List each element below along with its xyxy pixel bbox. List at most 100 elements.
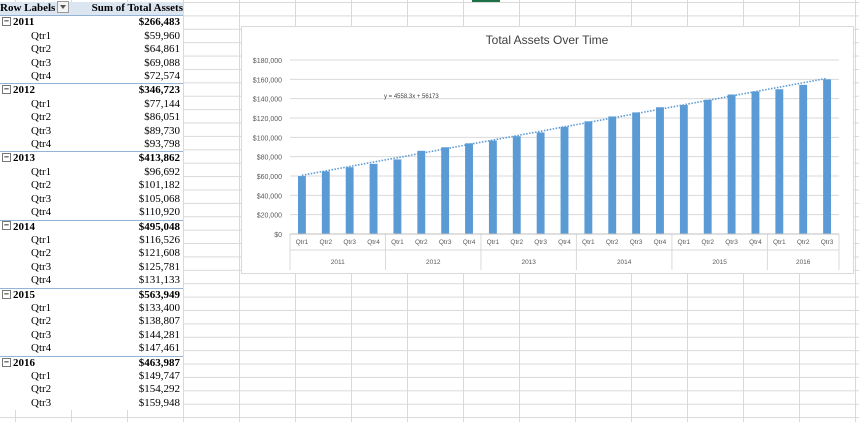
row-value[interactable]: $77,144 (144, 97, 180, 110)
y-tick-label: $20,000 (257, 213, 282, 220)
pivot-quarter-row[interactable]: Qtr4 $147,461 (0, 342, 183, 356)
row-label[interactable]: Qtr3 (0, 329, 92, 342)
row-value[interactable]: $138,807 (138, 315, 180, 328)
sum-header[interactable]: Sum of Total Assets (91, 2, 183, 17)
row-label[interactable]: Qtr4 (0, 138, 92, 152)
row-label[interactable]: Qtr2 (0, 43, 92, 56)
row-label[interactable]: Qtr1 (0, 166, 92, 179)
row-label[interactable]: −2016 (0, 355, 92, 370)
row-label[interactable]: Qtr3 (0, 193, 92, 206)
row-label[interactable]: Qtr1 (0, 234, 92, 247)
row-label[interactable]: Qtr4 (0, 70, 92, 84)
pivot-year-row[interactable]: −2014 $495,048 (0, 219, 183, 234)
row-value[interactable]: $346,723 (91, 83, 183, 98)
row-value[interactable]: $131,133 (138, 274, 180, 287)
row-label[interactable]: Qtr1 (0, 302, 92, 315)
row-label[interactable]: −2014 (0, 219, 92, 234)
row-value[interactable]: $121,608 (138, 247, 180, 260)
row-value[interactable]: $105,068 (138, 192, 180, 205)
row-label[interactable]: Qtr2 (0, 247, 92, 260)
pivot-quarter-row[interactable]: Qtr3 $159,948 (0, 397, 183, 410)
row-value[interactable]: $64,861 (144, 43, 180, 56)
pivot-quarter-row[interactable]: Qtr1 $149,747 (0, 370, 183, 383)
pivot-quarter-row[interactable]: Qtr3 $69,088 (0, 57, 183, 70)
row-label[interactable]: −2012 (0, 83, 92, 98)
row-value[interactable]: $110,920 (139, 206, 180, 219)
row-value[interactable]: $495,048 (91, 219, 183, 234)
row-label[interactable]: Qtr1 (0, 30, 92, 43)
row-label[interactable]: Qtr1 (0, 98, 92, 111)
row-label[interactable]: −2015 (0, 287, 92, 302)
collapse-icon[interactable]: − (2, 153, 11, 163)
row-value[interactable]: $125,781 (138, 260, 180, 273)
row-value[interactable]: $89,730 (144, 124, 180, 137)
pivot-quarter-row[interactable]: Qtr2 $121,608 (0, 247, 183, 260)
collapse-icon[interactable]: − (2, 221, 11, 231)
pivot-year-row[interactable]: −2012 $346,723 (0, 83, 183, 98)
y-tick-label: $140,000 (253, 97, 282, 104)
row-value[interactable]: $69,088 (144, 56, 180, 69)
row-value[interactable]: $159,948 (138, 396, 180, 409)
pivot-quarter-row[interactable]: Qtr2 $86,051 (0, 111, 183, 124)
pivot-year-row[interactable]: −2016 $463,987 (0, 355, 183, 370)
row-labels-header[interactable]: Row Labels (0, 1, 92, 17)
row-label[interactable]: Qtr3 (0, 57, 92, 70)
pivot-quarter-row[interactable]: Qtr3 $89,730 (0, 125, 183, 138)
pivot-quarter-row[interactable]: Qtr3 $105,068 (0, 193, 183, 206)
row-label[interactable]: Qtr3 (0, 125, 92, 138)
row-label[interactable]: −2013 (0, 151, 92, 166)
pivot-quarter-row[interactable]: Qtr2 $101,182 (0, 179, 183, 192)
row-value[interactable]: $59,960 (144, 29, 180, 42)
pivot-quarter-row[interactable]: Qtr1 $116,526 (0, 234, 183, 247)
row-label[interactable]: Qtr2 (0, 111, 92, 124)
pivot-quarter-row[interactable]: Qtr3 $144,281 (0, 329, 183, 342)
row-value[interactable]: $116,526 (139, 233, 180, 246)
chart[interactable]: Total Assets Over Time $0 $20,000 $40,000 $… (241, 26, 854, 274)
row-label[interactable]: Qtr2 (0, 179, 92, 192)
row-label[interactable]: Qtr1 (0, 370, 92, 383)
row-label[interactable]: Qtr3 (0, 261, 92, 274)
pivot-year-row[interactable]: −2013 $413,862 (0, 151, 183, 166)
collapse-icon[interactable]: − (2, 85, 11, 95)
collapse-icon[interactable]: − (2, 17, 11, 27)
collapse-icon[interactable]: − (2, 289, 11, 299)
pivot-quarter-row[interactable]: Qtr2 $138,807 (0, 315, 183, 328)
row-value[interactable]: $86,051 (144, 111, 180, 124)
pivot-quarter-row[interactable]: Qtr1 $59,960 (0, 30, 183, 43)
row-label[interactable]: Qtr4 (0, 274, 92, 288)
row-value[interactable]: $93,798 (144, 138, 180, 151)
pivot-quarter-row[interactable]: Qtr1 $77,144 (0, 98, 183, 111)
row-value[interactable]: $72,574 (144, 70, 180, 83)
row-value[interactable]: $147,461 (138, 342, 180, 355)
filter-dropdown-icon[interactable] (57, 1, 70, 14)
row-value[interactable]: $154,292 (138, 383, 180, 396)
row-label[interactable]: Qtr4 (0, 206, 92, 220)
pivot-quarter-row[interactable]: Qtr2 $64,861 (0, 43, 183, 56)
row-label[interactable]: Qtr4 (0, 342, 92, 356)
pivot-quarter-row[interactable]: Qtr4 $110,920 (0, 206, 183, 220)
row-label[interactable]: Qtr3 (0, 397, 92, 410)
pivot-year-row[interactable]: −2011 $266,483 (0, 15, 183, 30)
row-value[interactable]: $266,483 (91, 15, 183, 30)
bar (345, 167, 354, 234)
pivot-quarter-row[interactable]: Qtr1 $133,400 (0, 302, 183, 315)
row-value[interactable]: $563,949 (91, 287, 183, 302)
row-label[interactable]: Qtr2 (0, 315, 92, 328)
collapse-icon[interactable]: − (2, 357, 11, 367)
row-value[interactable]: $96,692 (144, 165, 180, 178)
pivot-quarter-row[interactable]: Qtr4 $93,798 (0, 138, 183, 152)
row-value[interactable]: $413,862 (91, 151, 183, 166)
pivot-quarter-row[interactable]: Qtr4 $131,133 (0, 274, 183, 288)
row-label[interactable]: Qtr2 (0, 383, 92, 396)
row-label[interactable]: −2011 (0, 15, 92, 30)
pivot-quarter-row[interactable]: Qtr4 $72,574 (0, 70, 183, 84)
pivot-quarter-row[interactable]: Qtr2 $154,292 (0, 383, 183, 396)
pivot-quarter-row[interactable]: Qtr3 $125,781 (0, 261, 183, 274)
pivot-quarter-row[interactable]: Qtr1 $96,692 (0, 166, 183, 179)
pivot-year-row[interactable]: −2015 $563,949 (0, 287, 183, 302)
row-value[interactable]: $144,281 (138, 328, 180, 341)
row-value[interactable]: $149,747 (138, 369, 180, 382)
row-value[interactable]: $463,987 (91, 355, 183, 370)
row-value[interactable]: $133,400 (138, 301, 180, 314)
row-value[interactable]: $101,182 (138, 179, 180, 192)
